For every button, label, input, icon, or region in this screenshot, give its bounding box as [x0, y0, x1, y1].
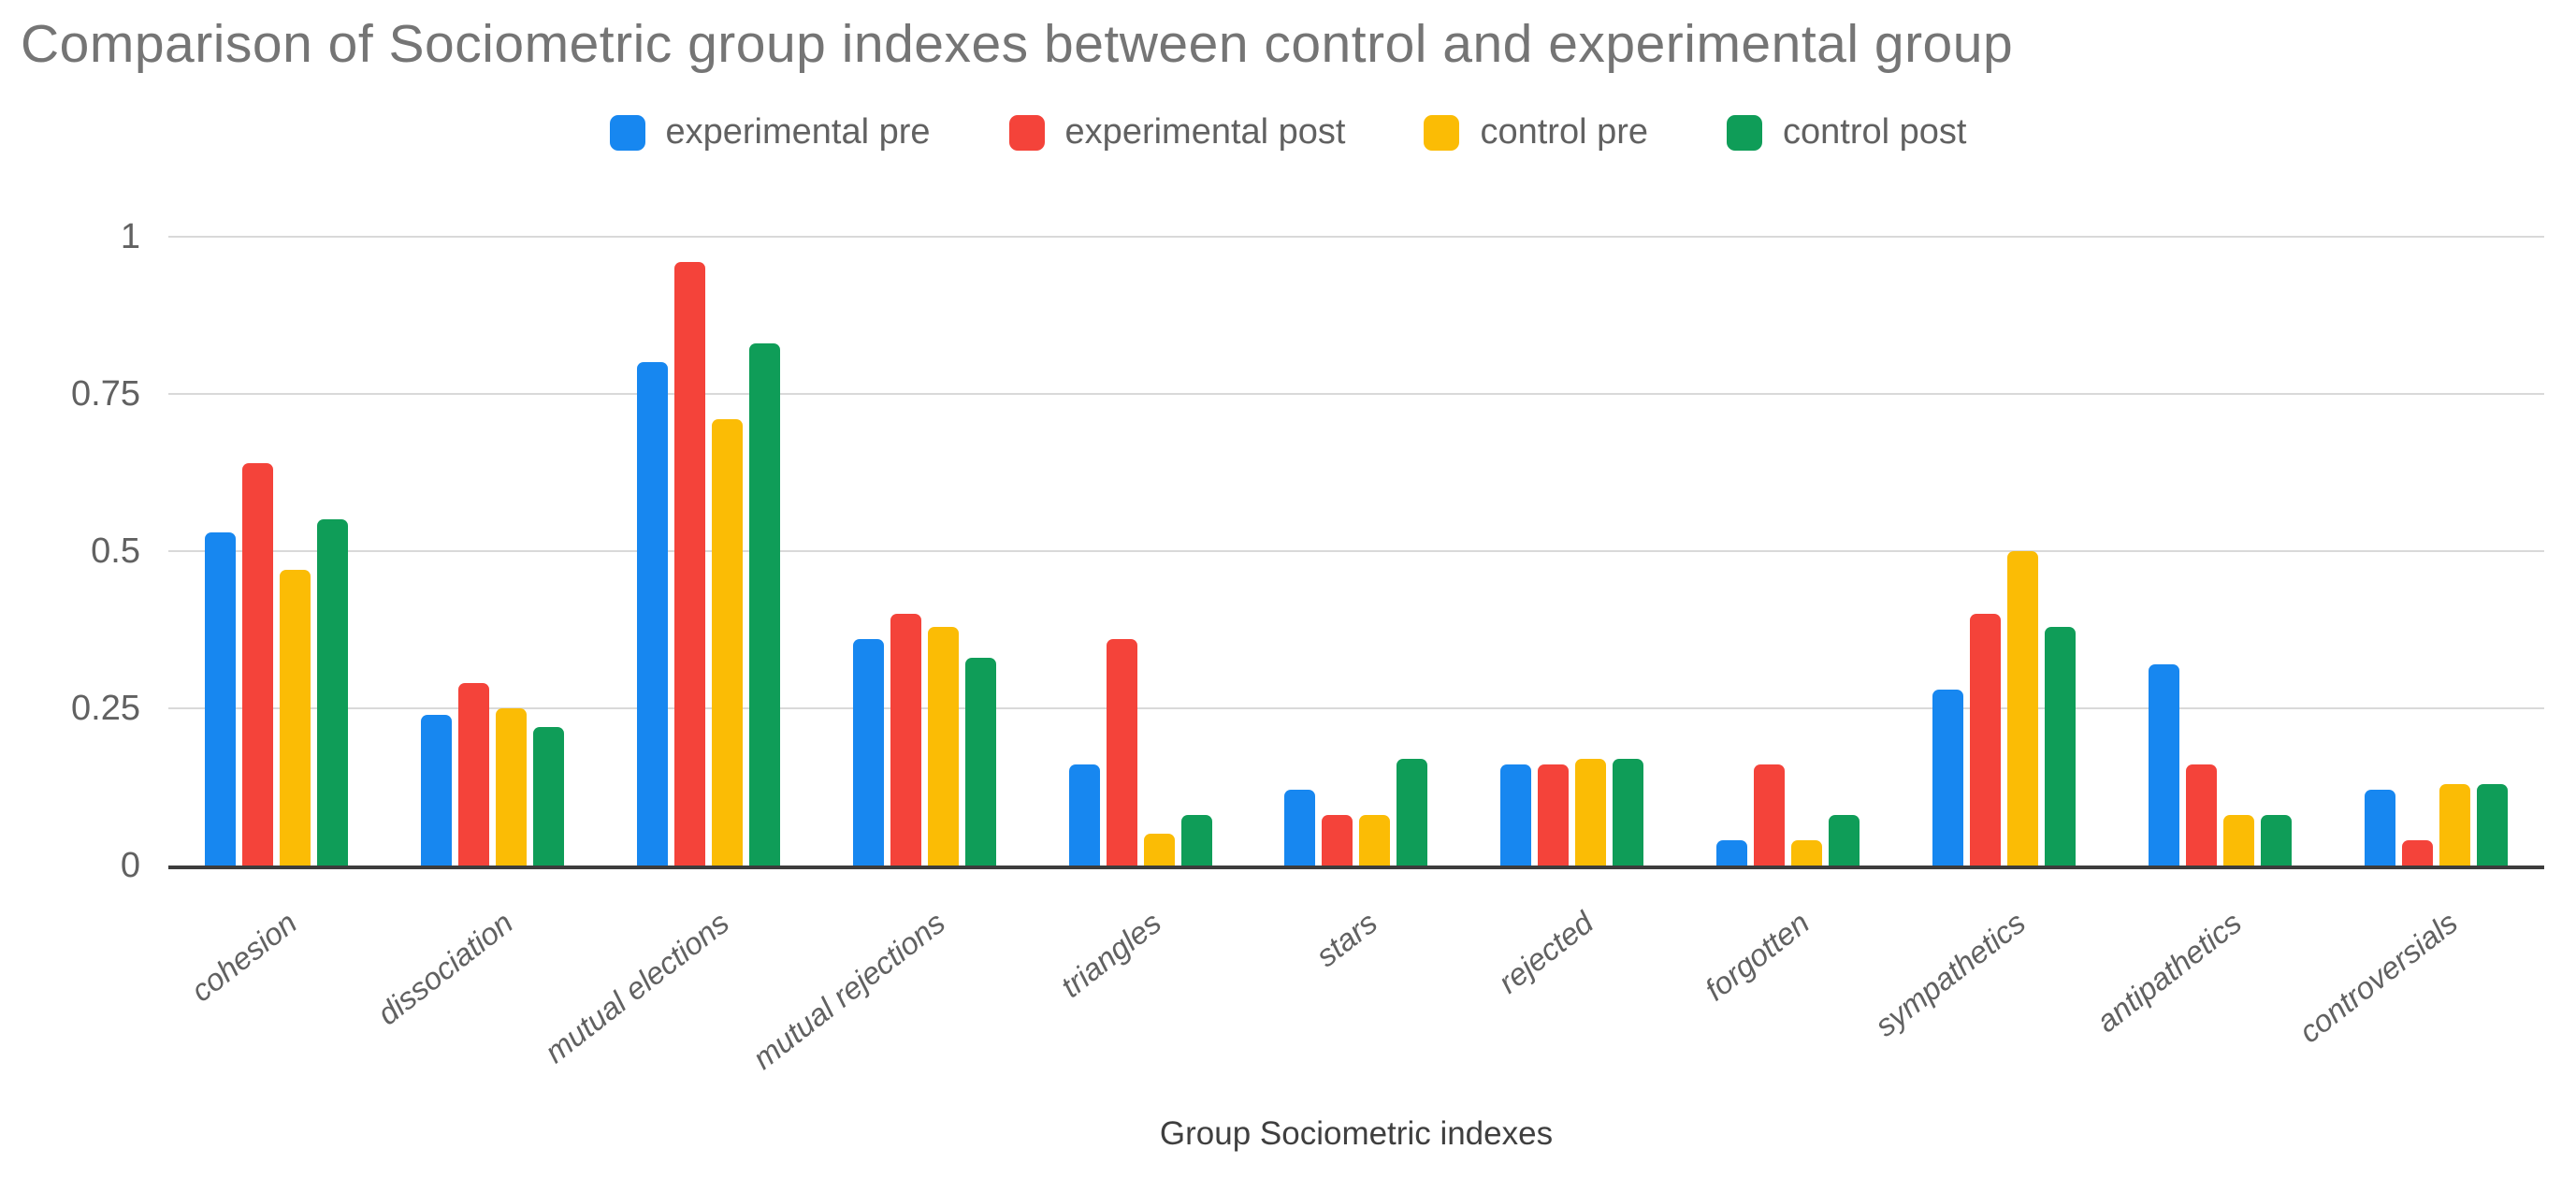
chart-legend: experimental pre experimental post control…	[0, 112, 2576, 153]
bar-sympathetics-control-post	[2045, 626, 2077, 866]
bar-dissociation-control-post	[532, 727, 564, 866]
bar-stars-experimental-post	[1322, 815, 1353, 866]
x-axis-title: Group Sociometric indexes	[1159, 1115, 1554, 1152]
bar-mutual-elections-experimental-pre	[636, 362, 668, 866]
bar-rejected-control-pre	[1575, 758, 1607, 866]
bar-controversials-control-pre	[2439, 783, 2471, 866]
bar-antipathetics-experimental-post	[2186, 764, 2218, 866]
bar-triangles-experimental-pre	[1068, 764, 1100, 866]
bar-rejected-experimental-pre	[1500, 764, 1532, 866]
bar-rejected-experimental-post	[1538, 764, 1570, 866]
chart-title: Comparison of Sociometric group indexes …	[21, 14, 2014, 74]
bar-mutual-rejections-experimental-post	[890, 614, 921, 866]
y-tick-label-0: 0	[120, 846, 140, 885]
bar-group-stars	[1249, 237, 1465, 866]
y-tick-label-0.5: 0.5	[91, 531, 140, 571]
legend-item-control-post: control post	[1727, 112, 1966, 153]
bar-triangles-control-post	[1180, 815, 1212, 866]
bar-triangles-experimental-post	[1106, 639, 1137, 866]
bar-controversials-experimental-post	[2402, 840, 2434, 866]
bar-cohesion-experimental-pre	[204, 531, 236, 866]
bar-group-rejected	[1464, 237, 1680, 866]
bar-group-mutual-rejections	[817, 237, 1033, 866]
bar-antipathetics-control-pre	[2223, 815, 2255, 866]
bar-controversials-experimental-pre	[2365, 790, 2396, 866]
bar-mutual-elections-experimental-post	[673, 261, 705, 866]
bar-dissociation-experimental-pre	[420, 714, 452, 866]
y-tick-label-0.75: 0.75	[71, 374, 140, 414]
legend-label: control post	[1783, 112, 1967, 152]
plot-area	[168, 236, 2544, 869]
bar-group-dissociation	[384, 237, 601, 866]
bar-dissociation-control-pre	[495, 708, 527, 866]
bar-stars-experimental-pre	[1284, 790, 1316, 866]
gridline-0.75	[168, 393, 2544, 395]
bar-sympathetics-experimental-post	[1970, 614, 2002, 866]
legend-label: control pre	[1480, 112, 1649, 152]
bar-mutual-rejections-control-post	[964, 658, 996, 866]
gridline-1	[168, 236, 2544, 238]
bar-cohesion-control-pre	[279, 570, 311, 866]
bar-cohesion-control-post	[316, 519, 348, 866]
bar-dissociation-experimental-post	[457, 683, 489, 866]
bar-controversials-control-post	[2477, 783, 2509, 866]
bar-mutual-elections-control-post	[748, 343, 780, 866]
legend-label: experimental post	[1064, 112, 1346, 152]
bar-mutual-rejections-experimental-pre	[852, 639, 884, 866]
bar-group-controversials	[2328, 237, 2544, 866]
y-tick-label-0.25: 0.25	[71, 689, 140, 728]
bar-forgotten-experimental-pre	[1716, 840, 1748, 866]
legend-item-experimental-post: experimental post	[1008, 112, 1346, 153]
legend-label: experimental pre	[665, 112, 931, 152]
bar-stars-control-pre	[1359, 815, 1391, 866]
bar-group-forgotten	[1680, 237, 1896, 866]
bar-forgotten-control-post	[1829, 815, 1860, 866]
legend-item-experimental-pre: experimental pre	[609, 112, 931, 153]
y-tick-label-1: 1	[120, 217, 140, 256]
bar-group-cohesion	[168, 237, 384, 866]
bar-mutual-rejections-control-pre	[927, 626, 959, 866]
bar-group-sympathetics	[1896, 237, 2112, 866]
gridline-0.5	[168, 550, 2544, 552]
gridline-0.25	[168, 707, 2544, 709]
legend-swatch-experimental-post	[1008, 114, 1045, 151]
bar-triangles-control-pre	[1143, 834, 1175, 866]
bar-cohesion-experimental-post	[241, 462, 273, 866]
bar-forgotten-control-pre	[1791, 840, 1823, 866]
bar-antipathetics-control-post	[2261, 815, 2293, 866]
legend-item-control-pre: control pre	[1424, 112, 1648, 153]
bar-antipathetics-experimental-pre	[2149, 663, 2180, 866]
bar-group-mutual-elections	[601, 237, 817, 866]
bar-groups	[168, 237, 2544, 866]
legend-swatch-control-post	[1727, 114, 1763, 151]
legend-swatch-control-pre	[1424, 114, 1460, 151]
bar-sympathetics-control-pre	[2007, 551, 2039, 866]
bar-sympathetics-experimental-pre	[1932, 689, 1964, 866]
bar-mutual-elections-control-pre	[711, 418, 743, 866]
bar-group-triangles	[1033, 237, 1249, 866]
bar-group-antipathetics	[2112, 237, 2328, 866]
bar-forgotten-experimental-post	[1754, 764, 1786, 866]
legend-swatch-experimental-pre	[609, 114, 645, 151]
bar-rejected-control-post	[1613, 758, 1644, 866]
bar-stars-control-post	[1397, 758, 1428, 866]
